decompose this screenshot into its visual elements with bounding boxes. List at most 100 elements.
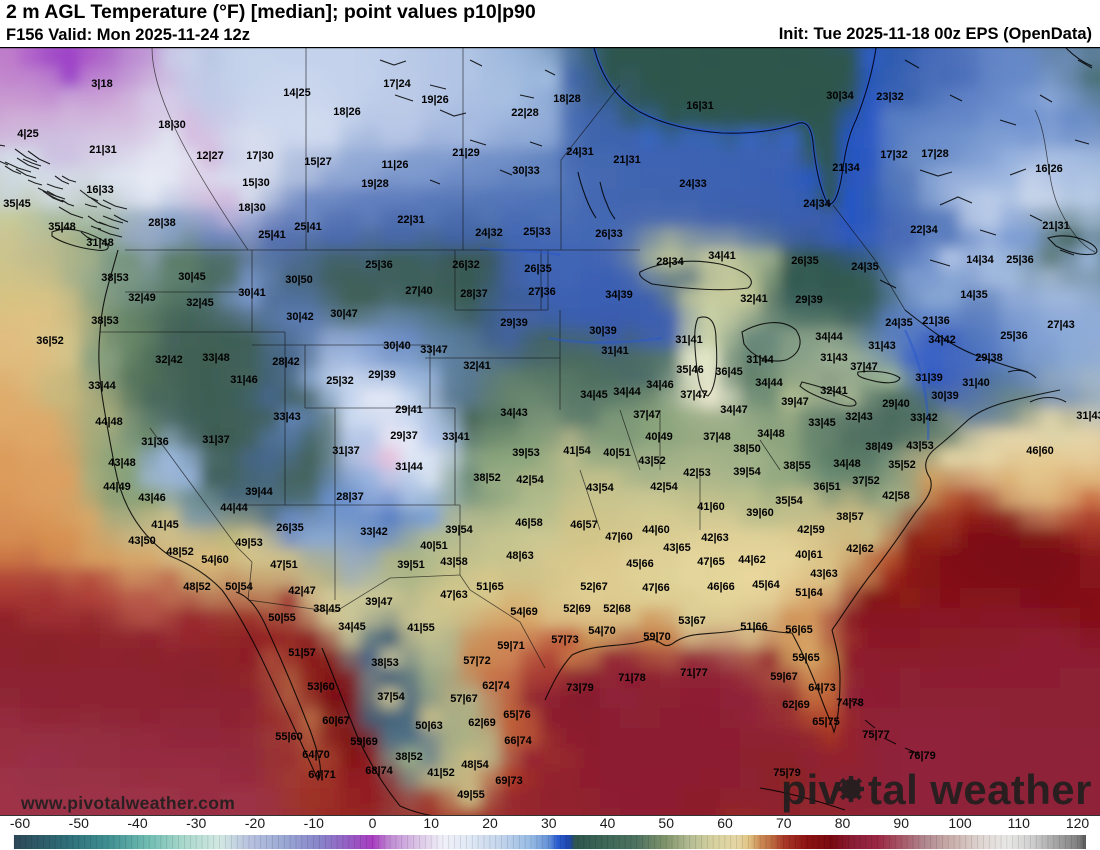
svg-text:32|45: 32|45 bbox=[186, 297, 214, 309]
svg-text:43|58: 43|58 bbox=[440, 556, 468, 568]
svg-text:15|27: 15|27 bbox=[304, 156, 332, 168]
svg-text:41|45: 41|45 bbox=[151, 519, 179, 531]
svg-text:30|47: 30|47 bbox=[330, 308, 358, 320]
svg-text:34|48: 34|48 bbox=[833, 458, 861, 470]
svg-text:34|42: 34|42 bbox=[928, 334, 956, 346]
svg-text:57|67: 57|67 bbox=[450, 693, 478, 705]
svg-text:29|39: 29|39 bbox=[795, 294, 823, 306]
svg-text:47|65: 47|65 bbox=[697, 556, 725, 568]
svg-text:31|41: 31|41 bbox=[601, 345, 629, 357]
svg-text:34|48: 34|48 bbox=[757, 428, 785, 440]
svg-text:54|70: 54|70 bbox=[588, 625, 616, 637]
svg-text:39|60: 39|60 bbox=[746, 507, 774, 519]
svg-text:16|33: 16|33 bbox=[86, 184, 114, 196]
svg-text:27|36: 27|36 bbox=[528, 286, 556, 298]
svg-text:30: 30 bbox=[541, 815, 557, 831]
svg-text:40|51: 40|51 bbox=[420, 540, 448, 552]
svg-text:37|47: 37|47 bbox=[633, 409, 661, 421]
svg-text:44|48: 44|48 bbox=[95, 416, 123, 428]
svg-text:18|28: 18|28 bbox=[553, 93, 581, 105]
svg-text:30|40: 30|40 bbox=[383, 340, 411, 352]
svg-text:39|54: 39|54 bbox=[445, 524, 473, 536]
svg-text:25|41: 25|41 bbox=[258, 229, 286, 241]
svg-text:39|51: 39|51 bbox=[397, 559, 425, 571]
svg-text:17|28: 17|28 bbox=[921, 148, 949, 160]
svg-text:31|43: 31|43 bbox=[1076, 410, 1100, 422]
svg-text:-40: -40 bbox=[127, 815, 147, 831]
svg-text:43|48: 43|48 bbox=[108, 457, 136, 469]
svg-text:tal weather: tal weather bbox=[868, 766, 1092, 813]
svg-text:30|39: 30|39 bbox=[931, 390, 959, 402]
svg-text:26|35: 26|35 bbox=[524, 263, 552, 275]
svg-text:39|53: 39|53 bbox=[512, 447, 540, 459]
svg-text:64|71: 64|71 bbox=[308, 769, 336, 781]
svg-text:31|39: 31|39 bbox=[915, 372, 943, 384]
svg-text:25|33: 25|33 bbox=[523, 226, 551, 238]
svg-text:19|28: 19|28 bbox=[361, 178, 389, 190]
svg-text:52|69: 52|69 bbox=[563, 603, 591, 615]
svg-text:80: 80 bbox=[835, 815, 851, 831]
svg-text:52|68: 52|68 bbox=[603, 603, 631, 615]
svg-text:47|66: 47|66 bbox=[642, 582, 670, 594]
svg-text:46|60: 46|60 bbox=[1026, 445, 1054, 457]
svg-text:100: 100 bbox=[948, 815, 972, 831]
svg-text:43|65: 43|65 bbox=[663, 542, 691, 554]
svg-text:51|66: 51|66 bbox=[740, 621, 768, 633]
svg-text:31|43: 31|43 bbox=[868, 340, 896, 352]
svg-text:40|49: 40|49 bbox=[645, 431, 673, 443]
svg-text:49|55: 49|55 bbox=[457, 789, 485, 801]
svg-text:20: 20 bbox=[482, 815, 498, 831]
svg-text:48|54: 48|54 bbox=[461, 759, 489, 771]
svg-text:76|79: 76|79 bbox=[908, 750, 936, 762]
svg-text:36|52: 36|52 bbox=[36, 335, 64, 347]
svg-text:62|74: 62|74 bbox=[482, 680, 510, 692]
svg-text:-30: -30 bbox=[186, 815, 206, 831]
svg-text:24|35: 24|35 bbox=[851, 261, 879, 273]
svg-text:41|60: 41|60 bbox=[697, 501, 725, 513]
svg-text:21|36: 21|36 bbox=[922, 315, 950, 327]
svg-text:30|34: 30|34 bbox=[826, 90, 854, 102]
svg-text:68|74: 68|74 bbox=[365, 765, 393, 777]
svg-text:64|73: 64|73 bbox=[808, 682, 836, 694]
svg-text:66|74: 66|74 bbox=[504, 735, 532, 747]
svg-text:28|42: 28|42 bbox=[272, 356, 300, 368]
svg-text:31|40: 31|40 bbox=[962, 377, 990, 389]
svg-text:42|63: 42|63 bbox=[701, 532, 729, 544]
svg-text:26|33: 26|33 bbox=[595, 228, 623, 240]
svg-text:39|47: 39|47 bbox=[365, 596, 393, 608]
svg-text:62|69: 62|69 bbox=[468, 717, 496, 729]
svg-text:59|71: 59|71 bbox=[497, 640, 525, 652]
svg-text:29|39: 29|39 bbox=[500, 317, 528, 329]
svg-text:10: 10 bbox=[423, 815, 439, 831]
svg-text:32|43: 32|43 bbox=[845, 411, 873, 423]
svg-text:34|44: 34|44 bbox=[815, 331, 843, 343]
svg-text:30|45: 30|45 bbox=[178, 271, 206, 283]
svg-text:38|52: 38|52 bbox=[473, 472, 501, 484]
svg-text:15|30: 15|30 bbox=[242, 177, 270, 189]
svg-text:-10: -10 bbox=[304, 815, 324, 831]
svg-text:27|40: 27|40 bbox=[405, 285, 433, 297]
svg-text:48|63: 48|63 bbox=[506, 550, 534, 562]
svg-text:29|40: 29|40 bbox=[882, 398, 910, 410]
svg-text:24|32: 24|32 bbox=[475, 227, 503, 239]
svg-text:33|43: 33|43 bbox=[273, 411, 301, 423]
svg-text:39|54: 39|54 bbox=[733, 466, 761, 478]
svg-text:38|53: 38|53 bbox=[91, 315, 119, 327]
svg-text:43|46: 43|46 bbox=[138, 492, 166, 504]
svg-text:38|45: 38|45 bbox=[313, 603, 341, 615]
svg-text:71|77: 71|77 bbox=[680, 667, 708, 679]
svg-text:24|34: 24|34 bbox=[803, 198, 831, 210]
svg-text:14|25: 14|25 bbox=[283, 87, 311, 99]
svg-text:38|57: 38|57 bbox=[836, 511, 864, 523]
svg-text:36|51: 36|51 bbox=[813, 481, 841, 493]
svg-text:31|36: 31|36 bbox=[141, 436, 169, 448]
svg-text:18|26: 18|26 bbox=[333, 106, 361, 118]
svg-text:51|65: 51|65 bbox=[476, 581, 504, 593]
svg-text:38|53: 38|53 bbox=[371, 657, 399, 669]
svg-text:44|60: 44|60 bbox=[642, 524, 670, 536]
svg-text:29|37: 29|37 bbox=[390, 430, 418, 442]
svg-text:65|75: 65|75 bbox=[812, 716, 840, 728]
svg-text:21|31: 21|31 bbox=[613, 154, 641, 166]
svg-text:26|32: 26|32 bbox=[452, 259, 480, 271]
svg-text:22|31: 22|31 bbox=[397, 214, 425, 226]
